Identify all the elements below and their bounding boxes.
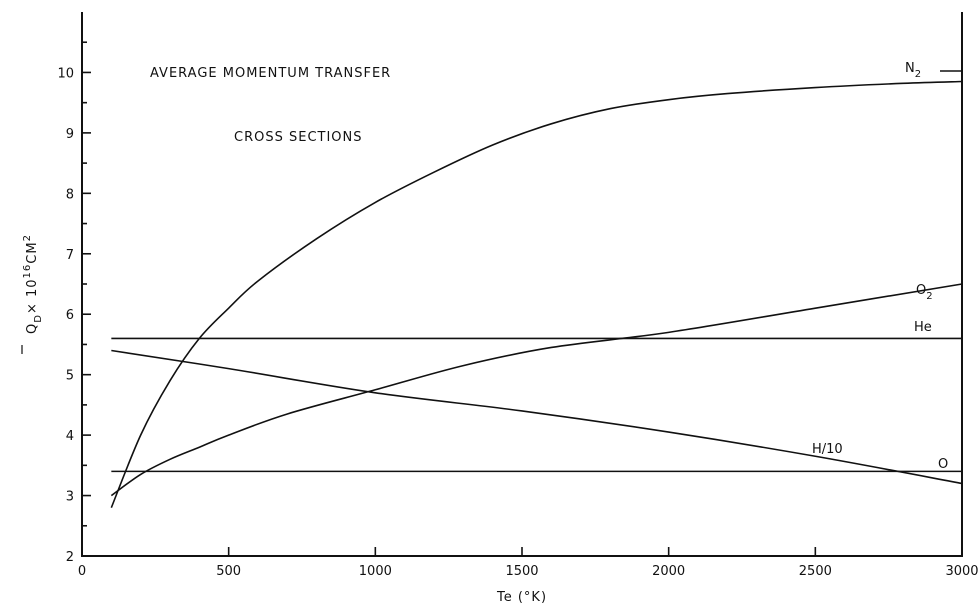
series-label-o: O — [938, 457, 948, 472]
y-axis-label: QD× 1016CM2 — [21, 234, 44, 354]
y-tick-label: 2 — [66, 550, 74, 565]
x-tick-label: 2500 — [799, 564, 832, 579]
x-tick-label: 2000 — [652, 564, 685, 579]
y-tick-label: 4 — [66, 429, 74, 444]
plot-frame — [81, 12, 963, 557]
y-tick-label: 8 — [66, 187, 74, 202]
series-label-n2: N2 — [905, 61, 921, 80]
series-labels: N2 O2 He H/10 O — [812, 61, 962, 472]
series-label-h-10: H/10 — [812, 442, 843, 457]
x-tick-label: 0 — [78, 564, 86, 579]
series-label-he: He — [914, 320, 932, 335]
y-tick-label: 7 — [66, 248, 74, 263]
y-tick-label: 9 — [66, 127, 74, 142]
x-tick-label: 1000 — [359, 564, 392, 579]
y-tick-label: 3 — [66, 490, 74, 505]
y-tick-label: 6 — [66, 308, 74, 323]
ticks: 0 500 1000 1500 2000 2500 3000 2 3 4 5 6 7 8 9 10 — [57, 41, 979, 579]
series-line-o2 — [110, 283, 963, 497]
chart-title-line2: CROSS SECTIONS — [234, 130, 363, 145]
y-tick-label: 10 — [57, 66, 74, 81]
series-line-n2 — [110, 80, 963, 508]
x-tick-label: 500 — [216, 564, 241, 579]
series-label-o2: O2 — [916, 283, 933, 302]
series-lines — [110, 80, 963, 508]
svg-text:QD× 1016CM2: QD× 1016CM2 — [22, 234, 44, 334]
x-tick-label: 1500 — [505, 564, 538, 579]
series-line-h-10 — [111, 349, 963, 485]
chart-title-line1: AVERAGE MOMENTUM TRANSFER — [150, 66, 391, 81]
x-tick-label: 3000 — [945, 564, 978, 579]
y-tick-label: 5 — [66, 369, 74, 384]
x-axis-label: Te (°K) — [496, 590, 547, 605]
